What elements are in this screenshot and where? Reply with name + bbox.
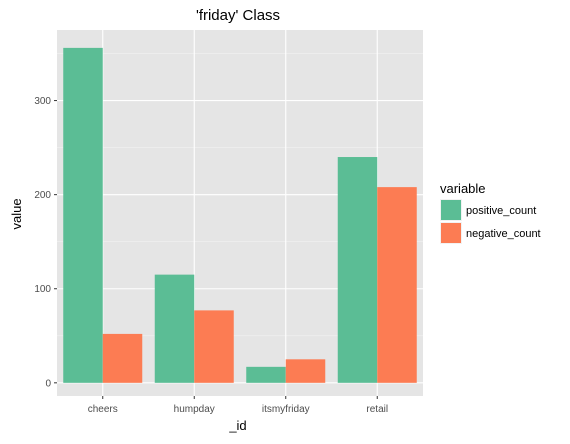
legend-swatch-negative_count [441,223,461,243]
bar-negative_count-humpday [194,310,234,383]
chart-title: 'friday' Class [196,7,280,24]
bar-negative_count-itsmyfriday [285,359,326,383]
y-tick-label: 100 [34,284,51,295]
x-axis-title: _id [228,418,246,433]
legend-title: variable [440,181,486,196]
x-tick-label: retail [366,404,388,415]
y-tick-label: 200 [34,190,51,201]
x-tick-label: humpday [174,404,215,415]
bar-negative_count-retail [377,187,417,383]
y-tick-label: 300 [34,96,51,107]
legend-label: positive_count [466,205,536,217]
y-tick-label: 0 [45,378,51,389]
bar-positive_count-cheers [63,47,103,383]
legend-items: positive_count negative_count [440,199,541,244]
bars [63,47,417,383]
legend-label: negative_count [466,228,541,240]
legend-swatch-positive_count [441,200,461,220]
bar-negative_count-cheers [102,333,143,383]
y-axis: 0 100 200 300 [34,96,57,389]
x-tick-label: cheers [88,404,118,415]
bar-positive_count-humpday [154,274,195,383]
bar-positive_count-itsmyfriday [246,366,286,383]
bar-positive_count-retail [337,157,378,383]
x-axis: cheers humpday itsmyfriday retail [88,396,388,415]
legend: variable positive_count negative_count [440,181,541,244]
y-axis-title: value [9,198,24,229]
x-tick-label: itsmyfriday [262,404,310,415]
